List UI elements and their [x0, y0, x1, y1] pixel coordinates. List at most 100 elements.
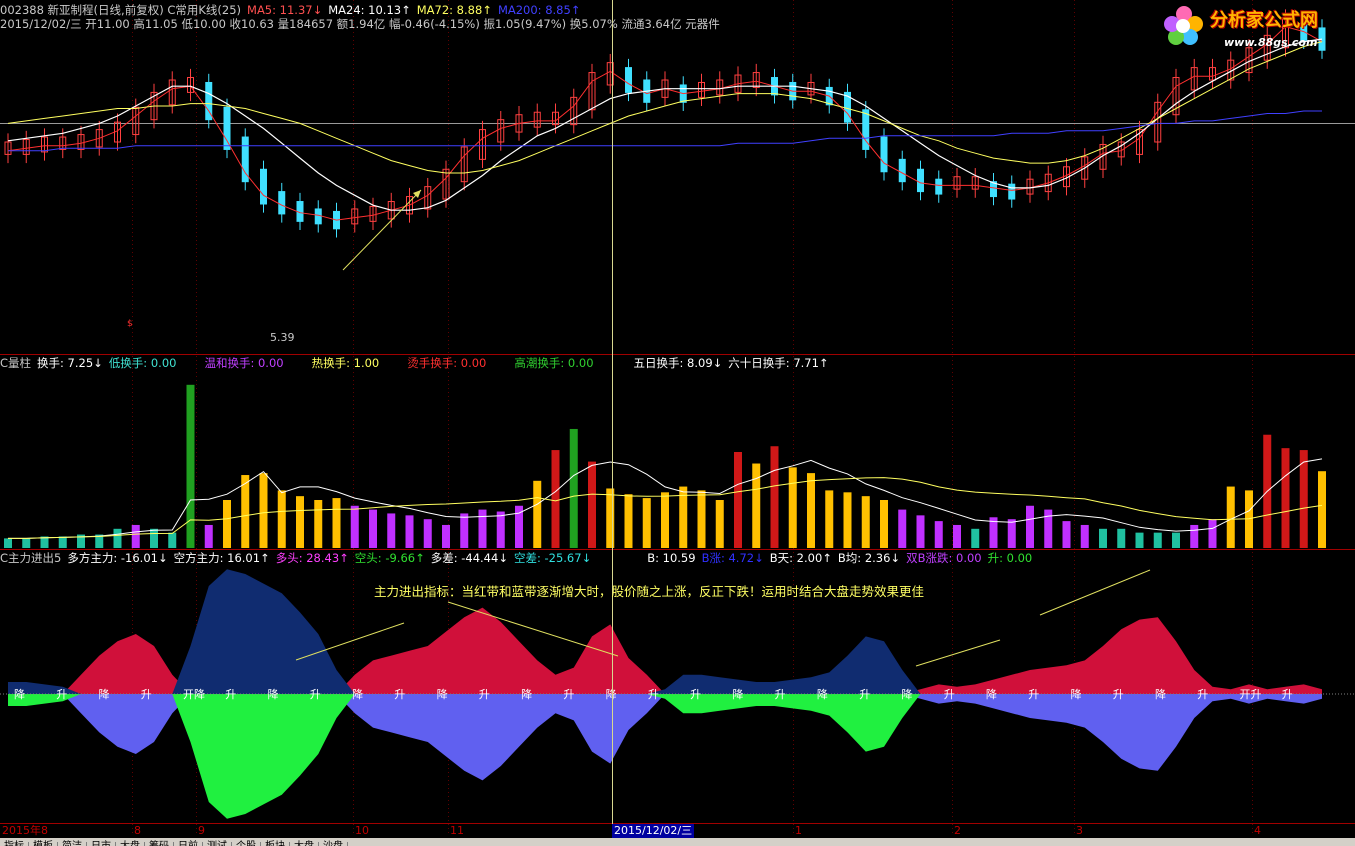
- signal-label: 开升: [1240, 688, 1262, 701]
- tab-9[interactable]: 板块: [261, 842, 290, 846]
- tab-6[interactable]: 日前: [174, 842, 203, 846]
- turnover-bar: [515, 505, 523, 548]
- turnover-bar: [807, 473, 815, 548]
- turnover-bar: [277, 490, 286, 548]
- flower-logo-icon: [1164, 6, 1203, 45]
- turnover-bar: [405, 515, 414, 548]
- candle-body: [41, 136, 48, 153]
- turnover-item-5: 烫手换手: 0.00: [407, 356, 487, 370]
- turnover-bar: [569, 428, 578, 548]
- turnover-bar: [186, 384, 195, 548]
- turnover-bar: [588, 461, 596, 548]
- turnover-bar: [1318, 471, 1326, 548]
- turnover-bar: [314, 500, 323, 548]
- tab-8[interactable]: 个股: [232, 842, 261, 846]
- candle-body: [442, 168, 450, 200]
- turnover-bar: [1190, 524, 1199, 548]
- candle-body: [241, 136, 249, 183]
- signal-label: 开降: [183, 687, 205, 701]
- candle-body: [278, 191, 286, 215]
- turnover-bar: [1026, 505, 1034, 548]
- turnover-item-8: 六十日换手: 7.71↑: [728, 356, 829, 370]
- ma-line-ma72: [7, 41, 1323, 174]
- turnover-bar: [350, 505, 359, 548]
- trend-arrows: [342, 189, 422, 271]
- tab-4[interactable]: 大盘: [116, 842, 145, 846]
- signal-label: 降: [986, 687, 997, 701]
- candle-body: [533, 111, 541, 128]
- tab-3[interactable]: 日市: [87, 842, 116, 846]
- turnover-bar: [788, 467, 797, 548]
- signal-label: 降: [817, 687, 828, 701]
- turnover-bar: [679, 486, 688, 548]
- price-header-item-3: MA72: 8.88↑: [416, 3, 492, 17]
- x-tick-label: 11: [450, 824, 464, 837]
- turnover-bar: [22, 538, 31, 548]
- candle-body: [990, 181, 997, 198]
- candle-body: [95, 129, 103, 148]
- tab-2[interactable]: 简洁: [58, 842, 87, 846]
- watermark-logo: 分析家公式网 www.88gs.com: [1158, 2, 1353, 52]
- signal-label: 升: [141, 688, 152, 701]
- turnover-bar: [40, 536, 49, 548]
- candle-body: [588, 72, 596, 111]
- bottom-tabs[interactable]: 指标模板简洁日市大盘筹码日前测试个股板块大盘沙盘: [0, 838, 1355, 846]
- signal-label: 升: [648, 688, 659, 701]
- tab-11[interactable]: 沙盘: [319, 842, 348, 846]
- candle-body: [460, 146, 468, 183]
- turnover-bar: [971, 528, 980, 548]
- turnover-average-lines: [8, 458, 1323, 539]
- turnover-bar: [1226, 486, 1235, 548]
- turnover-bar: [241, 475, 250, 548]
- turnover-bar: [1044, 509, 1053, 548]
- bull-band-lower: [8, 694, 1322, 781]
- turnover-bar: [1135, 532, 1144, 548]
- tab-5[interactable]: 筹码: [145, 842, 174, 846]
- turnover-item-3: 温和换手: 0.00: [204, 356, 284, 370]
- signal-label: 升: [479, 688, 490, 701]
- turnover-bar: [934, 521, 943, 548]
- turnover-bar: [150, 528, 158, 548]
- flow-item-5: 多差: -44.44↓: [430, 551, 508, 565]
- signal-label: 升: [394, 688, 405, 701]
- turnover-bar: [95, 534, 104, 548]
- signal-label: 降: [352, 687, 363, 701]
- flow-trend-arrow: [915, 639, 1001, 667]
- candle-body: [479, 129, 486, 160]
- panel-borders: [0, 354, 1355, 824]
- x-tick-label: 2: [954, 824, 961, 837]
- candle-body: [187, 77, 194, 93]
- tab-7[interactable]: 测试: [203, 842, 232, 846]
- tab-1[interactable]: 模板: [29, 842, 58, 846]
- ma-line-ma200: [8, 110, 1322, 152]
- turnover-bar: [880, 500, 888, 548]
- signal-label: 升: [1197, 688, 1208, 701]
- turnover-item-4: 热换手: 1.00: [311, 356, 380, 370]
- signal-label: 升: [1282, 688, 1293, 701]
- candle-body: [1263, 34, 1271, 61]
- flow-item-6: 空差: -25.67↓: [513, 551, 592, 565]
- moving-average-lines: [7, 26, 1323, 221]
- candle-body: [1099, 143, 1107, 170]
- ma-line-ma24: [7, 38, 1323, 211]
- event-marker: $: [127, 319, 133, 329]
- turnover-bar: [770, 446, 779, 548]
- flow-trend-arrow: [447, 601, 619, 657]
- trend-arrow: [342, 189, 422, 271]
- turnover-bar: [898, 509, 907, 548]
- candle-body: [698, 81, 705, 98]
- flow-item-10: B均: 2.36↓: [837, 551, 901, 565]
- turnover-bar: [606, 488, 615, 548]
- flow-trend-arrow: [295, 622, 405, 661]
- capital-flow-bands: [0, 569, 1355, 819]
- turnover-bar: [533, 480, 542, 548]
- turnover-bar: [1153, 532, 1162, 548]
- tab-0[interactable]: 指标: [0, 842, 29, 846]
- turnover-bar: [77, 534, 85, 548]
- turnover-bar: [825, 490, 834, 548]
- x-tick-label: 10: [355, 824, 369, 837]
- watermark-title: 分析家公式网: [1210, 10, 1318, 31]
- signal-label: 降: [1071, 687, 1082, 701]
- tab-10[interactable]: 大盘: [290, 842, 319, 846]
